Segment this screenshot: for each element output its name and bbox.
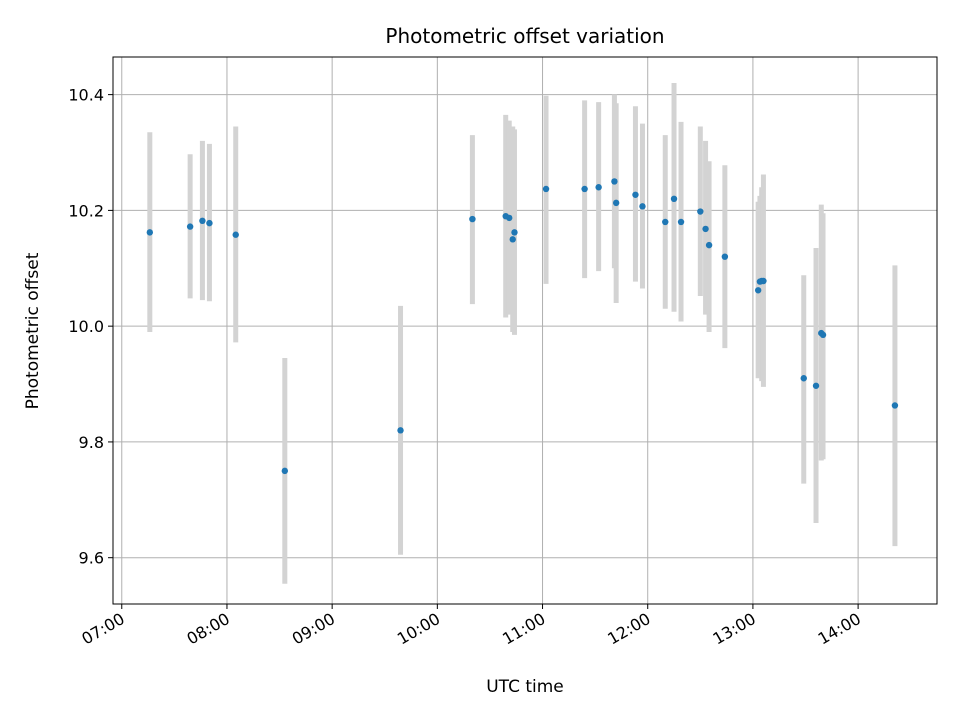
data-point [186,223,194,230]
y-tick-label: 10.4 [68,86,104,105]
data-point [812,382,820,389]
data-point [702,225,709,233]
y-tick-label: 9.8 [79,433,104,452]
data-point [760,277,767,285]
y-tick-label: 10.2 [68,201,104,220]
data-point [397,427,404,434]
data-point [146,229,154,236]
data-point [281,467,289,475]
data-point [705,241,713,249]
data-point [542,185,550,193]
data-point [612,199,620,207]
point-layer [146,178,899,475]
data-point [469,215,476,223]
data-point [800,375,807,382]
data-point [511,229,518,236]
y-tick-label: 9.6 [79,549,104,568]
grid-layer [113,57,937,604]
data-point [199,217,206,225]
data-point [632,191,639,198]
y-axis-title: Photometric offset [23,252,43,409]
data-point [206,219,213,227]
data-point [754,287,762,294]
data-point [506,214,513,222]
data-point [891,402,899,409]
data-point [509,236,516,243]
data-point [819,331,827,339]
plot-frame [112,56,938,605]
data-point [581,185,588,193]
data-point [677,218,685,226]
y-tick-label: 10.0 [68,317,104,336]
chart-title: Photometric offset variation [385,24,664,48]
x-axis-title: UTC time [486,677,564,697]
data-point [670,195,678,203]
data-point [721,253,729,260]
data-point [662,218,669,226]
data-point [611,178,618,185]
data-point [232,231,239,238]
data-point [595,184,602,191]
data-point [697,208,704,215]
data-point [639,203,646,210]
